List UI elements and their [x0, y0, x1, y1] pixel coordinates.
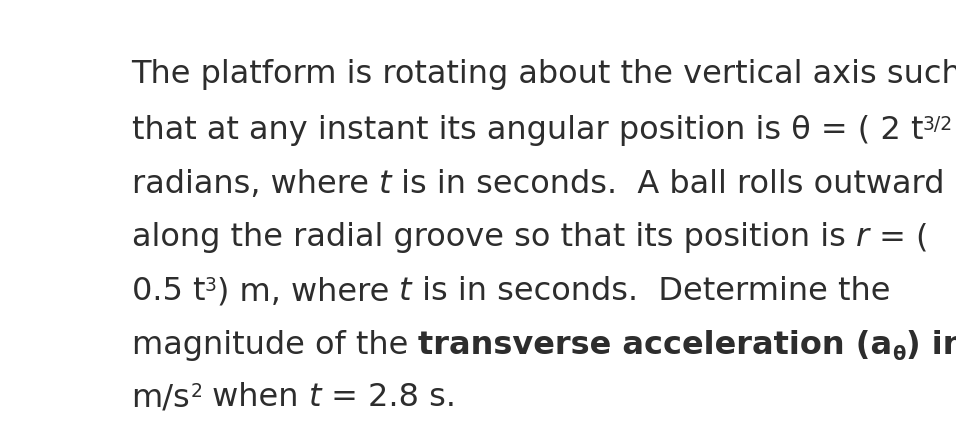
Text: transverse acceleration (a: transverse acceleration (a — [418, 330, 892, 361]
Text: t: t — [400, 276, 412, 307]
Text: 2: 2 — [190, 382, 202, 401]
Text: ) in: ) in — [905, 330, 956, 361]
Text: magnitude of the: magnitude of the — [132, 330, 418, 361]
Text: along the radial groove so that its position is: along the radial groove so that its posi… — [132, 223, 856, 254]
Text: t: t — [379, 169, 391, 200]
Text: 3/2: 3/2 — [923, 115, 953, 134]
Text: t: t — [309, 382, 321, 413]
Text: 3: 3 — [205, 276, 217, 296]
Text: m/s: m/s — [132, 382, 190, 413]
Text: = 2.8 s.: = 2.8 s. — [321, 382, 456, 413]
Text: that at any instant its angular position is θ = ( 2 t: that at any instant its angular position… — [132, 115, 923, 145]
Text: radians, where: radians, where — [132, 169, 379, 200]
Text: The platform is rotating about the vertical axis such: The platform is rotating about the verti… — [132, 59, 956, 90]
Text: is in seconds.  A ball rolls outward: is in seconds. A ball rolls outward — [391, 169, 945, 200]
Text: r: r — [856, 223, 869, 254]
Text: ) m, where: ) m, where — [217, 276, 400, 307]
Text: when: when — [202, 382, 309, 413]
Text: = (: = ( — [869, 223, 928, 254]
Text: ): ) — [953, 115, 956, 145]
Text: 0.5 t: 0.5 t — [132, 276, 205, 307]
Text: is in seconds.  Determine the: is in seconds. Determine the — [412, 276, 890, 307]
Text: θ: θ — [892, 346, 905, 364]
